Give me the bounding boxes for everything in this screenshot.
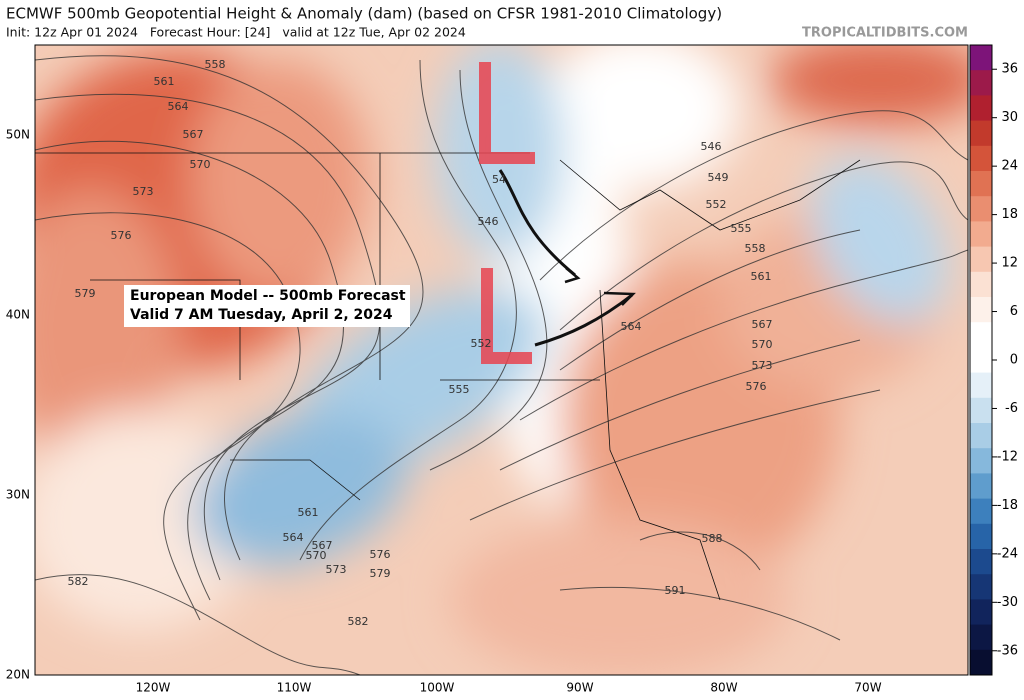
subtitle: Init: 12z Apr 01 2024 Forecast Hour: [24…: [6, 25, 466, 40]
lat-label: 30N: [6, 488, 30, 502]
colorbar-segment: [970, 372, 992, 399]
colorbar-tick-label: 36: [1001, 62, 1018, 77]
contour-label: 558: [745, 242, 766, 255]
contour-label: 564: [621, 320, 642, 333]
map: European Model -- 500mb Forecast Valid 7…: [35, 45, 968, 675]
contour-label: 570: [752, 338, 773, 351]
colorbar-tick-label: 18: [1001, 207, 1018, 222]
contour-label: 552: [471, 337, 492, 350]
contour-label: 567: [183, 128, 204, 141]
contour-label: 579: [370, 567, 391, 580]
contour-label: 573: [326, 563, 347, 576]
lon-label: 120W: [136, 681, 171, 695]
title: ECMWF 500mb Geopotential Height & Anomal…: [6, 5, 722, 23]
contour-label: 576: [370, 548, 391, 561]
contour-label: 552: [706, 198, 727, 211]
lon-label: 100W: [420, 681, 455, 695]
annotation-box: [124, 285, 410, 327]
contour-label: 546: [478, 215, 499, 228]
colorbar-segment: [970, 246, 992, 273]
contour-label: 549: [708, 171, 729, 184]
contour-label: 576: [111, 229, 132, 242]
contour-label: 573: [133, 185, 154, 198]
contour-label: 561: [154, 75, 175, 88]
colorbar-tick-label: -36: [997, 643, 1018, 658]
colorbar-segment: [970, 624, 992, 651]
colorbar-tick-label: 24: [1001, 159, 1018, 174]
lon-label: 70W: [854, 681, 881, 695]
colorbar-tick-label: -30: [997, 595, 1018, 610]
contour-label: 567: [312, 539, 333, 552]
colorbar-segment: [970, 196, 992, 222]
colorbar-tick-label: -18: [997, 498, 1018, 513]
colorbar-segment: [970, 45, 992, 71]
contour-label: 588: [702, 532, 723, 545]
lon-label: 110W: [277, 681, 312, 695]
lat-label: 50N: [6, 128, 30, 142]
colorbar-segment: [970, 523, 992, 550]
contour-label: 558: [205, 58, 226, 71]
colorbar-tick-label: -24: [997, 546, 1018, 561]
contour-label: 579: [75, 287, 96, 300]
contour-label: 567: [752, 318, 773, 331]
colorbar-segment: [970, 397, 992, 424]
colorbar-segment: [970, 322, 992, 348]
contour-label: 546: [701, 140, 722, 153]
colorbar-segment: [970, 448, 992, 474]
contour-label: 570: [190, 158, 211, 171]
annotation-line: European Model -- 500mb Forecast: [130, 288, 406, 304]
colorbar-tick-label: 30: [1001, 110, 1018, 125]
map-frame: [34, 44, 969, 676]
colorbar-tick-label: -12: [997, 449, 1018, 464]
colorbar-segment: [970, 347, 992, 374]
contour-label: 561: [751, 270, 772, 283]
contour-label: 591: [665, 584, 686, 597]
contour-label: 555: [731, 222, 752, 235]
source: TROPICALTIDBITS.COM: [802, 26, 968, 41]
colorbar-segment: [970, 423, 992, 449]
colorbar-segment: [970, 549, 992, 575]
colorbar-segment: [970, 221, 992, 248]
lon-label: 80W: [710, 681, 737, 695]
contour-label: 576: [746, 380, 767, 393]
colorbar-segment: [970, 70, 992, 96]
colorbar-tick-label: 0: [1010, 353, 1018, 368]
contour-label: 564: [283, 531, 304, 544]
colorbar-segment: [970, 271, 992, 298]
contour-label: 564: [168, 100, 189, 113]
colorbar-segment: [970, 574, 992, 600]
colorbar-segment: [970, 498, 992, 525]
colorbar-tick-label: -6: [1005, 401, 1018, 416]
colorbar-segment: [970, 145, 992, 172]
contour-label: 582: [348, 615, 369, 628]
lat-label: 20N: [6, 668, 30, 682]
lon-label: 90W: [566, 681, 593, 695]
colorbar-segment: [970, 599, 992, 626]
colorbar-segment: [970, 297, 992, 323]
colorbar-segment: [970, 473, 992, 500]
colorbar-segment: [970, 120, 992, 147]
contour-label: 561: [298, 506, 319, 519]
contour-label: 570: [306, 549, 327, 562]
annotation-line: Valid 7 AM Tuesday, April 2, 2024: [130, 307, 393, 323]
contour-label: 582: [68, 575, 89, 588]
lat-label: 40N: [6, 308, 30, 322]
colorbar-tick-label: 6: [1010, 304, 1018, 319]
contour-label: 54: [492, 173, 506, 186]
colorbar-segment: [970, 649, 992, 676]
colorbar-segment: [970, 95, 992, 122]
contour-label: 573: [752, 359, 773, 372]
colorbar-segment: [970, 171, 992, 197]
colorbar-tick-label: 12: [1001, 256, 1018, 271]
contour-label: 555: [449, 383, 470, 396]
